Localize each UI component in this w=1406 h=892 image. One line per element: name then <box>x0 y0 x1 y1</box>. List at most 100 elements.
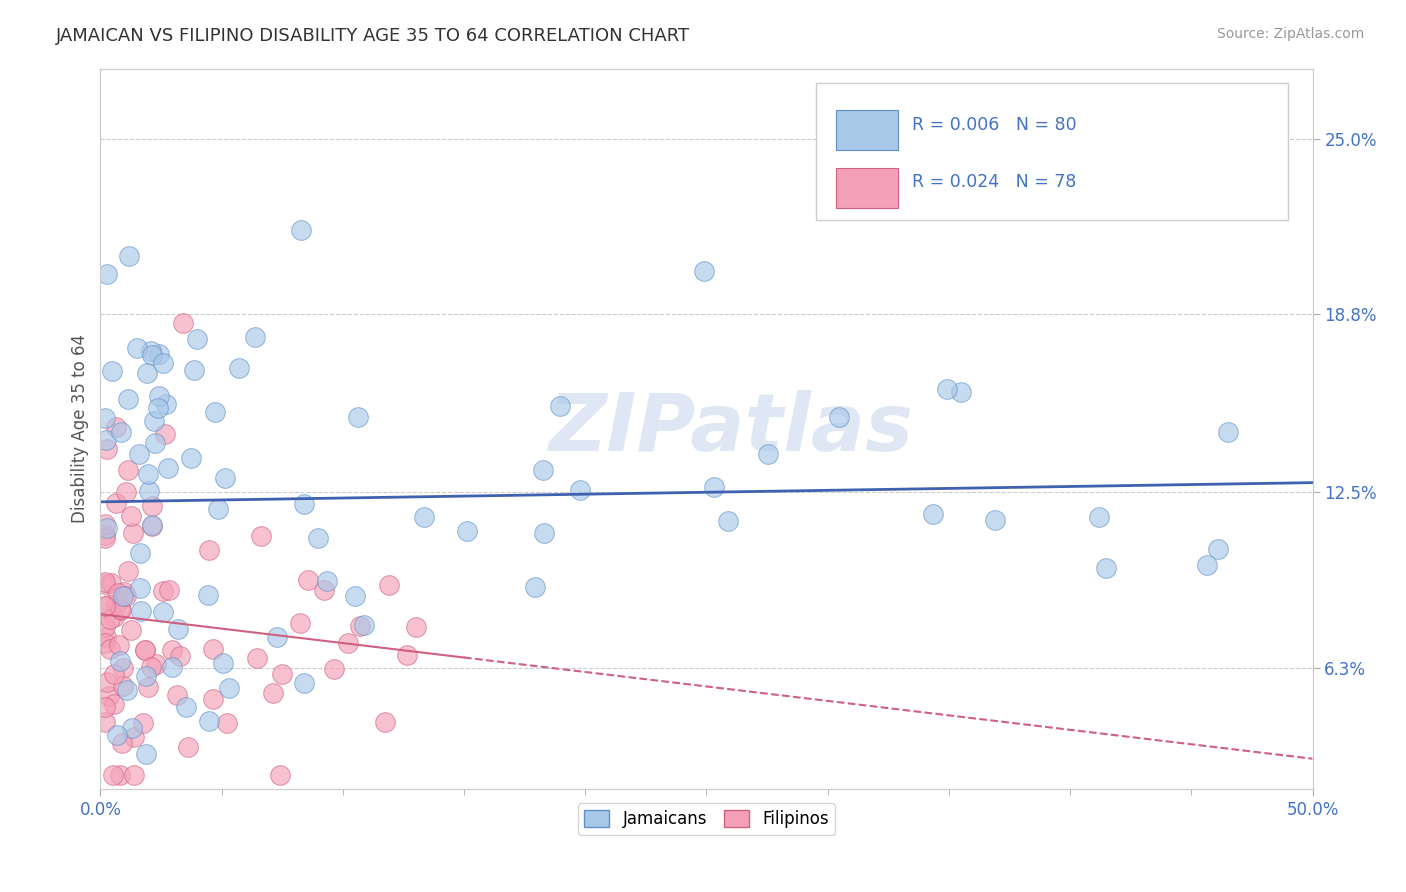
Point <box>96 521 118 535</box>
Point <box>94 599 117 613</box>
Point <box>157 582 180 597</box>
Point <box>166 688 188 702</box>
Point <box>243 330 266 344</box>
Point <box>94 516 117 531</box>
Point <box>215 715 238 730</box>
Point <box>112 679 135 693</box>
Point <box>117 463 139 477</box>
Point <box>98 641 121 656</box>
Point <box>703 481 725 495</box>
Point <box>169 648 191 663</box>
Point <box>269 768 291 782</box>
Point <box>456 524 478 538</box>
Point <box>96 674 118 689</box>
Point <box>98 612 121 626</box>
Point <box>262 686 284 700</box>
Point <box>155 397 177 411</box>
Point <box>153 426 176 441</box>
Point <box>228 360 250 375</box>
Point <box>266 630 288 644</box>
Point <box>121 721 143 735</box>
Point <box>141 348 163 362</box>
Point <box>198 542 221 557</box>
Text: R = 0.024   N = 78: R = 0.024 N = 78 <box>912 173 1077 192</box>
Point <box>128 581 150 595</box>
Point <box>101 364 124 378</box>
Point <box>138 483 160 498</box>
Point <box>108 654 131 668</box>
Point <box>105 597 128 611</box>
Point <box>162 659 184 673</box>
Point <box>316 574 339 588</box>
Point <box>127 341 149 355</box>
Point <box>197 588 219 602</box>
Point <box>94 531 117 545</box>
Point <box>94 714 117 729</box>
Text: ZIPatlas: ZIPatlas <box>548 390 912 468</box>
Point <box>118 249 141 263</box>
Point <box>100 576 122 591</box>
Point <box>152 605 174 619</box>
Point <box>152 584 174 599</box>
Point <box>134 642 156 657</box>
Point <box>105 729 128 743</box>
Point <box>110 602 132 616</box>
Point <box>122 768 145 782</box>
Point <box>94 433 117 447</box>
Point <box>214 470 236 484</box>
Point <box>145 436 167 450</box>
Point <box>156 461 179 475</box>
Point <box>183 363 205 377</box>
Point <box>533 525 555 540</box>
Point <box>201 691 224 706</box>
Point <box>101 768 124 782</box>
Point <box>177 740 200 755</box>
Point <box>115 683 138 698</box>
Point <box>120 623 142 637</box>
Point <box>132 715 155 730</box>
Point <box>141 499 163 513</box>
Point <box>756 447 779 461</box>
Point <box>115 485 138 500</box>
Point <box>201 641 224 656</box>
Point <box>323 662 346 676</box>
Point <box>107 586 129 600</box>
Point <box>152 356 174 370</box>
Point <box>297 573 319 587</box>
Point <box>97 598 120 612</box>
Point <box>314 582 336 597</box>
Point <box>117 392 139 407</box>
Point <box>94 528 117 542</box>
Point <box>141 518 163 533</box>
Point <box>108 638 131 652</box>
Point <box>377 577 399 591</box>
Point <box>148 346 170 360</box>
Point <box>94 630 117 644</box>
Point <box>122 526 145 541</box>
Point <box>307 532 329 546</box>
Point <box>97 689 120 703</box>
Text: Source: ZipAtlas.com: Source: ZipAtlas.com <box>1216 27 1364 41</box>
Point <box>292 497 315 511</box>
Point <box>128 447 150 461</box>
Point <box>94 636 117 650</box>
Point <box>290 223 312 237</box>
Point <box>122 730 145 744</box>
Point <box>180 450 202 465</box>
Point <box>139 659 162 673</box>
Point <box>94 575 117 590</box>
Point <box>129 604 152 618</box>
Point <box>204 404 226 418</box>
Point <box>271 666 294 681</box>
Point <box>117 565 139 579</box>
Point <box>936 382 959 396</box>
Point <box>950 385 973 400</box>
Point <box>111 661 134 675</box>
Point <box>141 519 163 533</box>
Point <box>148 389 170 403</box>
Point <box>104 495 127 509</box>
Point <box>115 590 138 604</box>
Point <box>103 697 125 711</box>
Point <box>112 584 135 599</box>
Point <box>108 768 131 782</box>
